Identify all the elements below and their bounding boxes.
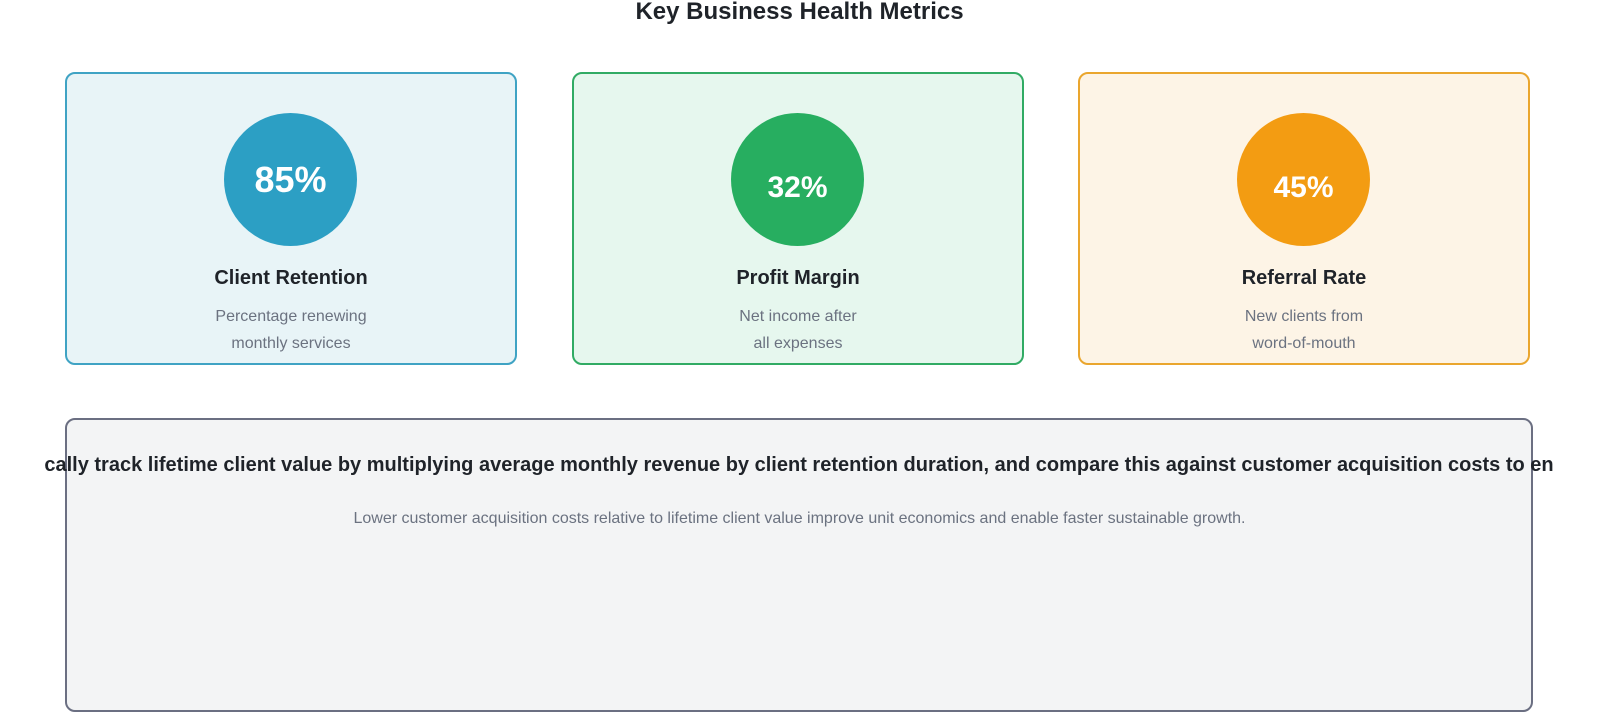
insight-text: Lower customer acquisition costs relativ…: [353, 510, 1246, 527]
metric-description: Percentage renewing monthly services: [67, 303, 515, 357]
metric-value-circle: 32%: [731, 113, 864, 246]
metric-description-line: word-of-mouth: [1252, 335, 1356, 352]
metric-name: Client Retention: [214, 267, 368, 289]
metric-description-line: Percentage renewing: [215, 308, 367, 325]
metric-description-line: Net income after: [739, 308, 857, 325]
metric-description: Net income after all expenses: [574, 303, 1022, 357]
metric-description: New clients from word-of-mouth: [1080, 303, 1528, 357]
metric-card-profit-margin: 32% Profit Margin Net income after all e…: [572, 72, 1024, 365]
metric-description-line: monthly services: [231, 335, 351, 352]
insight-panel: [65, 418, 1533, 712]
metric-card-client-retention: 85% Client Retention Percentage renewing…: [65, 72, 517, 365]
metric-value-circle: 45%: [1237, 113, 1370, 246]
metric-name: Profit Margin: [736, 267, 860, 289]
insight-heading: cally track lifetime client value by mul…: [44, 454, 1554, 476]
page-title: Key Business Health Metrics: [635, 0, 964, 25]
metric-description-line: all expenses: [753, 335, 843, 352]
metric-name: Referral Rate: [1241, 267, 1367, 289]
metric-description-line: New clients from: [1244, 308, 1364, 325]
metric-value-circle: 85%: [224, 113, 357, 246]
metric-card-referral-rate: 45% Referral Rate New clients from word-…: [1078, 72, 1530, 365]
